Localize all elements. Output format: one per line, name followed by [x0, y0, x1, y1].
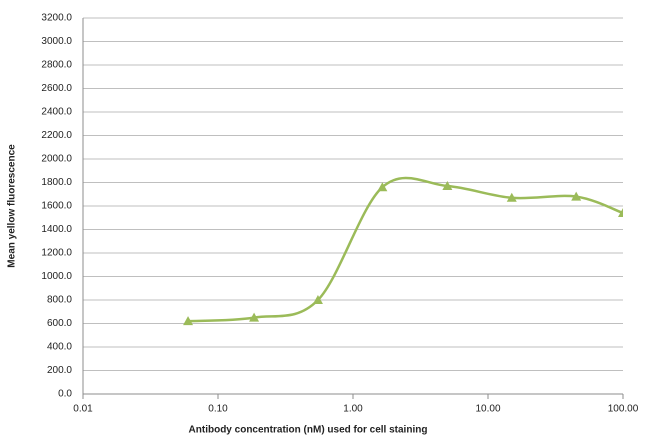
y-tick-label: 3200.0 [41, 13, 72, 24]
series-line [187, 176, 623, 323]
marker [183, 316, 194, 326]
y-tick-label: 400.0 [47, 342, 72, 353]
y-tick-label: 3000.0 [41, 36, 72, 47]
y-tick-label: 600.0 [47, 318, 72, 329]
marker [506, 192, 517, 202]
y-tick-label: 2800.0 [41, 60, 72, 71]
y-tick-label: 1200.0 [41, 248, 72, 259]
y-tick-label: 200.0 [47, 365, 72, 376]
y-tick-label: 2600.0 [41, 83, 72, 94]
marker [618, 208, 623, 218]
marker [377, 182, 388, 192]
plot-area [183, 176, 623, 326]
y-tick-label: 2200.0 [41, 130, 72, 141]
y-tick-label: 1800.0 [41, 177, 72, 188]
y-tick-label: 0.0 [58, 389, 72, 400]
marker [312, 295, 323, 304]
marker [571, 191, 582, 201]
y-tick-label: 2400.0 [41, 107, 72, 118]
y-axis-title: Mean yellow fluorescence [7, 144, 18, 268]
y-tick-label: 1400.0 [41, 224, 72, 235]
x-axis-title: Antibody concentration (nM) used for cel… [189, 425, 428, 436]
x-tick-label: 10.00 [475, 404, 500, 415]
x-tick-label: 1.00 [343, 404, 363, 415]
y-tick-label: 800.0 [47, 295, 72, 306]
y-tick-label: 1000.0 [41, 271, 72, 282]
y-tick-label: 1600.0 [41, 201, 72, 212]
x-tick-label: 100.00 [608, 404, 639, 415]
marker [442, 181, 453, 191]
x-tick-label: 0.01 [73, 404, 93, 415]
y-tick-label: 2000.0 [41, 154, 72, 165]
marker [249, 312, 260, 322]
x-tick-label: 0.10 [208, 404, 228, 415]
